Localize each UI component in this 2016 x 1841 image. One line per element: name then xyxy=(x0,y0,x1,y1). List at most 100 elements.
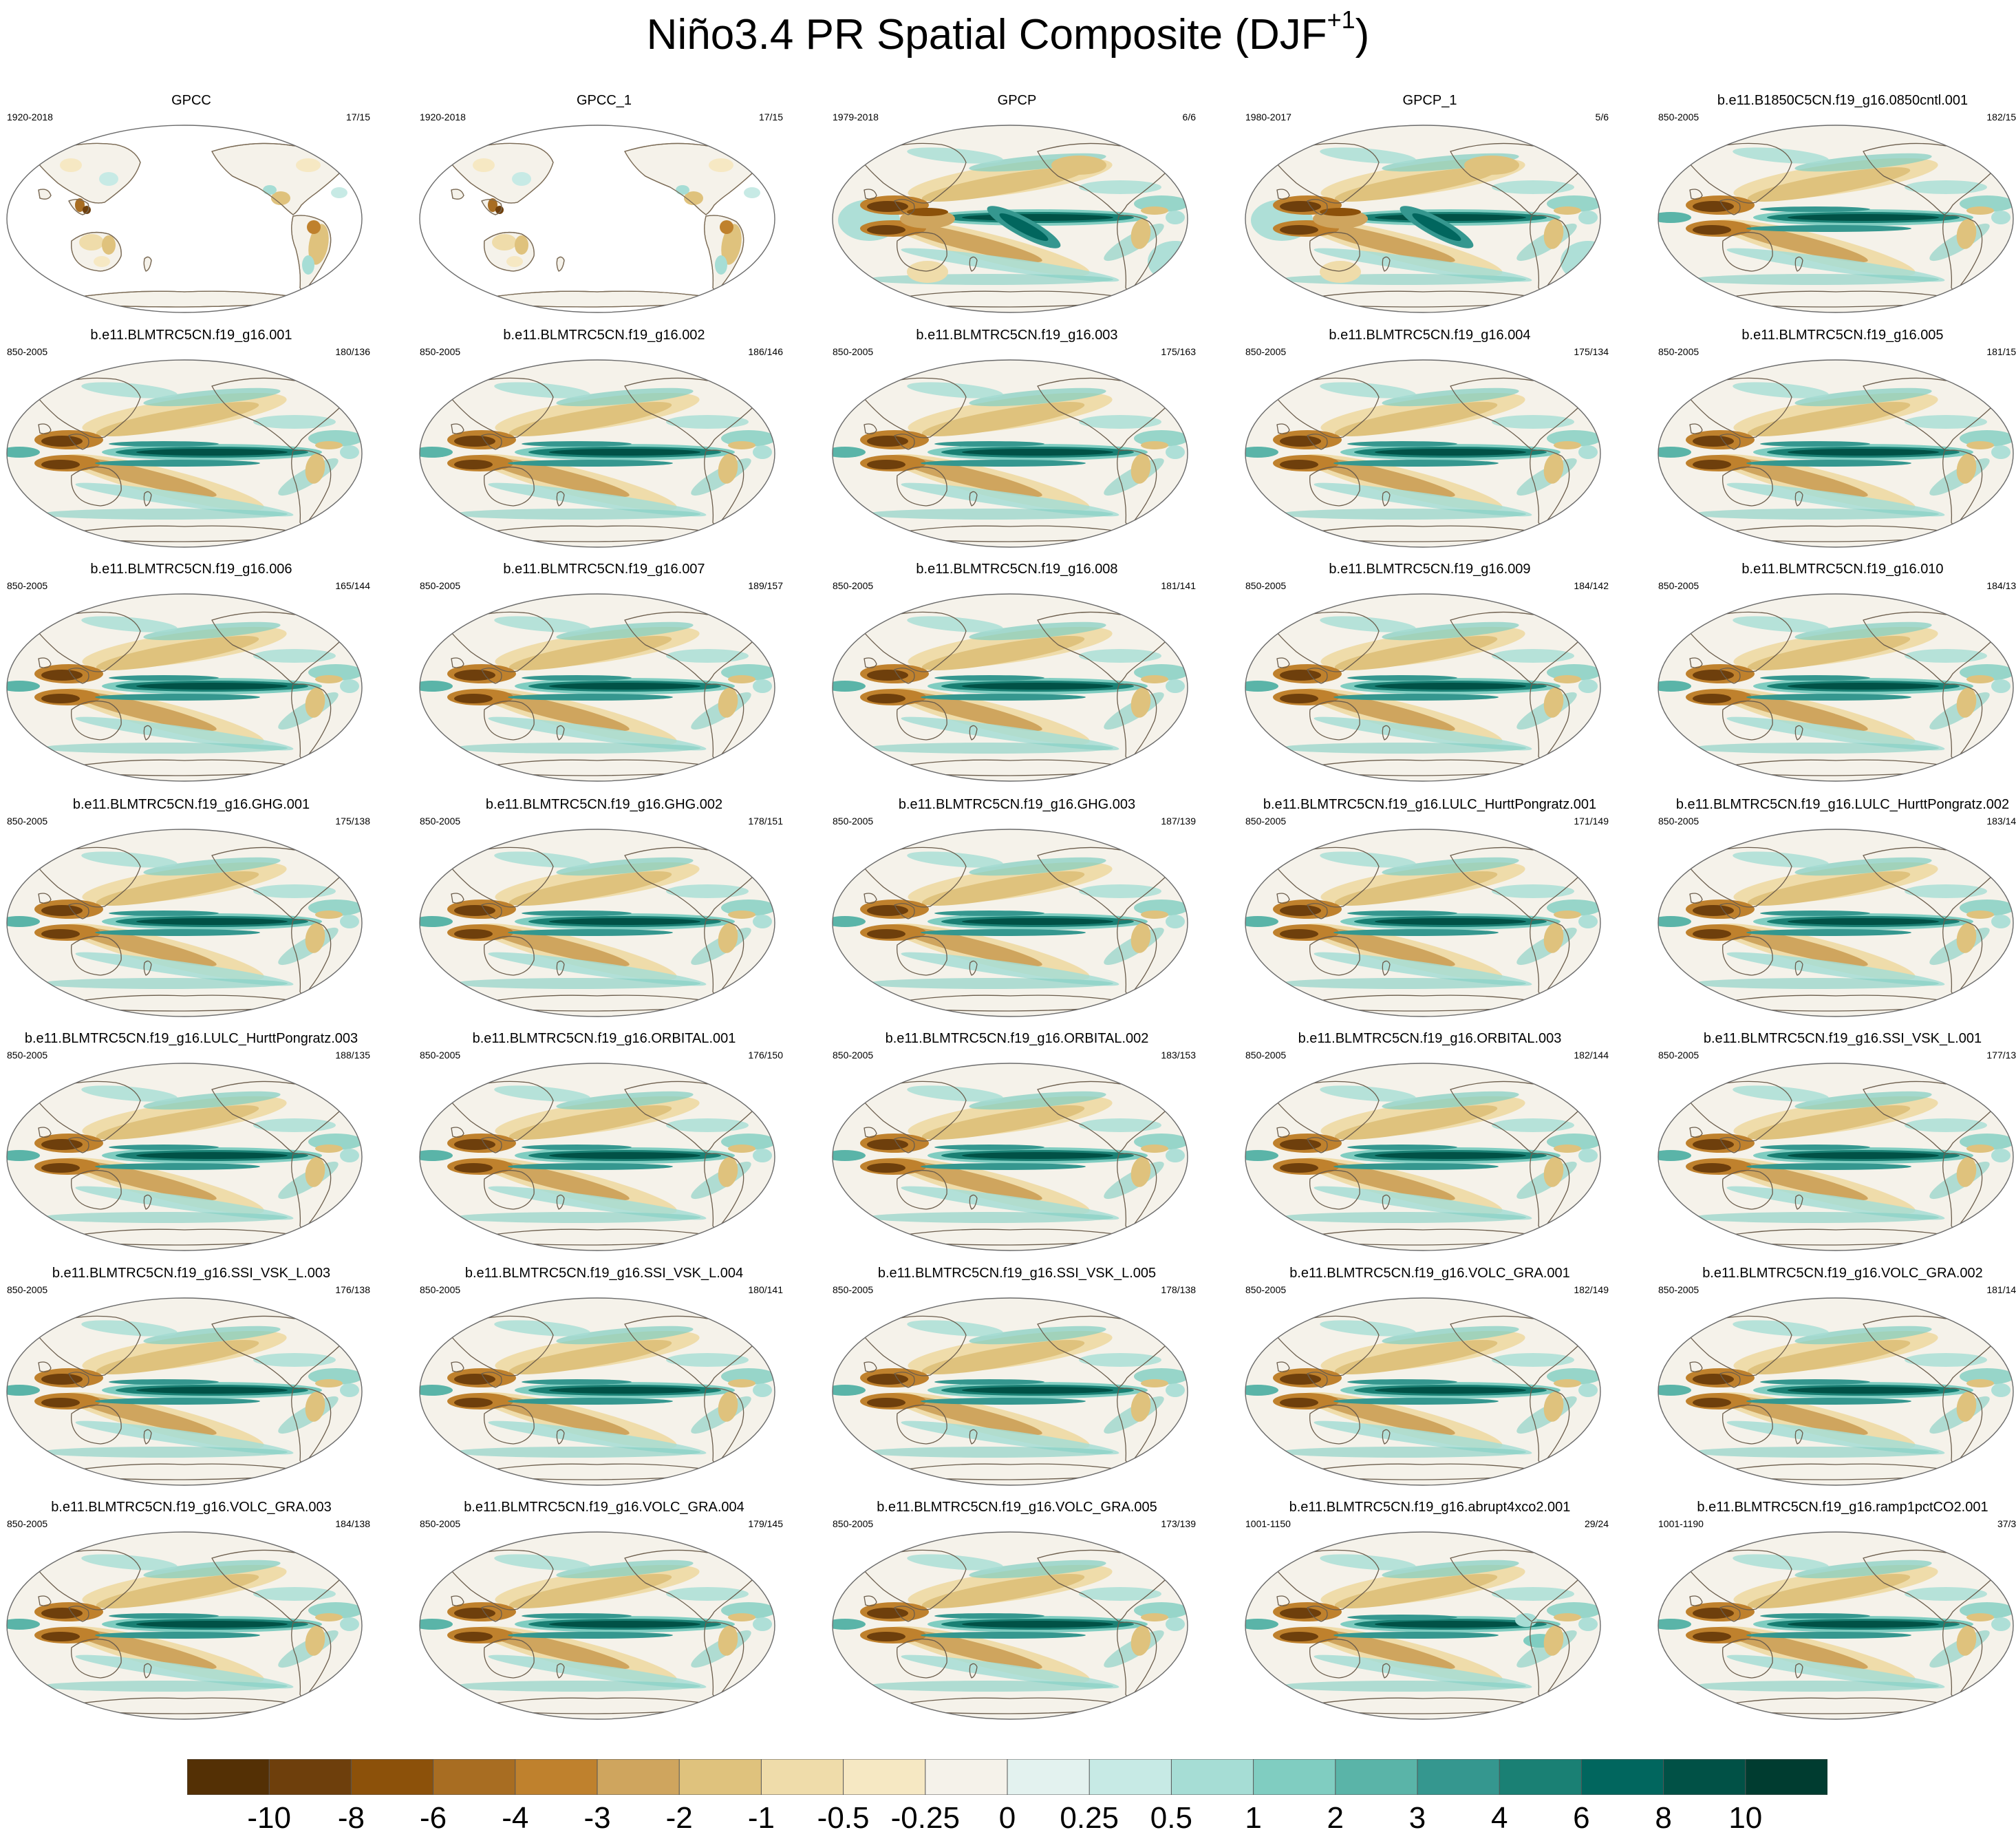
panel-title: b.e11.BLMTRC5CN.f19_g16.GHG.002 xyxy=(485,797,723,812)
panel-event-count: 183/153 xyxy=(1161,1050,1196,1061)
map-composite xyxy=(1658,829,2014,1017)
panel-event-count: 178/151 xyxy=(748,816,783,827)
colorbar-tick-label: 3 xyxy=(1408,1801,1426,1835)
panel-years: 850-2005 xyxy=(1658,1050,1699,1061)
panel-title: b.e11.BLMTRC5CN.f19_g16.VOLC_GRA.005 xyxy=(877,1500,1157,1515)
panel-event-count: 17/15 xyxy=(758,111,783,123)
panel-years: 1980-2017 xyxy=(1245,111,1291,123)
map-panel: b.e11.BLMTRC5CN.f19_g16.SSI_VSK_L.003 850… xyxy=(0,1265,383,1492)
panel-years: 850-2005 xyxy=(1658,1284,1699,1295)
panel-event-count: 175/163 xyxy=(1161,346,1196,357)
panel-title: b.e11.BLMTRC5CN.f19_g16.007 xyxy=(503,562,705,577)
panel-years: 850-2005 xyxy=(833,1050,874,1061)
map-composite xyxy=(832,1297,1188,1486)
colorbar-swatch xyxy=(843,1759,926,1795)
map-composite xyxy=(832,359,1188,548)
colorbar-tick-label: 4 xyxy=(1490,1801,1508,1835)
panel-event-count: 184/138 xyxy=(335,1518,370,1529)
map-composite xyxy=(419,359,775,548)
colorbar-tick-label: -4 xyxy=(502,1801,529,1835)
map-composite xyxy=(419,593,775,782)
panel-event-count: 178/138 xyxy=(1161,1284,1196,1295)
panel-years: 850-2005 xyxy=(1245,1050,1287,1061)
colorbar-swatch xyxy=(433,1759,516,1795)
map-panel: b.e11.BLMTRC5CN.f19_g16.LULC_HurttPongra… xyxy=(0,1030,383,1257)
figure-title-main: Niño3.4 PR Spatial Composite (DJF xyxy=(646,11,1327,58)
panel-title: b.e11.BLMTRC5CN.f19_g16.ORBITAL.003 xyxy=(1298,1031,1562,1046)
panel-title: b.e11.BLMTRC5CN.f19_g16.ramp1pctCO2.001 xyxy=(1697,1500,1988,1515)
panel-title: GPCC xyxy=(171,93,211,108)
map-panel: GPCC_1 1920-2018 17/15 xyxy=(413,92,795,319)
colorbar-tick-label: 0.5 xyxy=(1150,1801,1192,1835)
map-panel: b.e11.BLMTRC5CN.f19_g16.007 850-2005 189/1… xyxy=(413,561,795,788)
panel-event-count: 179/145 xyxy=(748,1518,783,1529)
panel-event-count: 6/6 xyxy=(1182,111,1196,123)
map-panel: b.e11.BLMTRC5CN.f19_g16.VOLC_GRA.002 850-… xyxy=(1651,1265,2016,1492)
panel-event-count: 29/24 xyxy=(1584,1518,1609,1529)
panel-years: 850-2005 xyxy=(1245,346,1287,357)
map-panel: b.e11.BLMTRC5CN.f19_g16.SSI_VSK_L.005 850… xyxy=(826,1265,1208,1492)
panel-title: b.e11.BLMTRC5CN.f19_g16.ORBITAL.002 xyxy=(885,1031,1149,1046)
panel-event-count: 5/6 xyxy=(1595,111,1609,123)
map-panel: b.e11.BLMTRC5CN.f19_g16.ORBITAL.003 850-2… xyxy=(1238,1030,1621,1257)
map-panel: b.e11.BLMTRC5CN.f19_g16.ORBITAL.001 850-2… xyxy=(413,1030,795,1257)
panel-years: 1001-1150 xyxy=(1245,1518,1291,1529)
panel-event-count: 177/137 xyxy=(1986,1050,2016,1061)
panel-years: 850-2005 xyxy=(7,1518,48,1529)
colorbar-swatch xyxy=(1089,1759,1172,1795)
colorbar-tick-label: 10 xyxy=(1728,1801,1763,1835)
colorbar-tick-label: 0 xyxy=(998,1801,1016,1835)
colorbar-swatch xyxy=(350,1759,434,1795)
panel-title: b.e11.BLMTRC5CN.f19_g16.003 xyxy=(916,328,1118,343)
colorbar-swatch xyxy=(1253,1759,1336,1795)
map-composite xyxy=(832,593,1188,782)
panel-event-count: 182/156 xyxy=(1986,111,2016,123)
colorbar xyxy=(187,1759,1827,1795)
colorbar-tick-label: 0.25 xyxy=(1060,1801,1119,1835)
panel-years: 850-2005 xyxy=(420,1518,461,1529)
panel-title: b.e11.BLMTRC5CN.f19_g16.002 xyxy=(503,328,705,343)
panel-years: 850-2005 xyxy=(1658,816,1699,827)
colorbar-swatch xyxy=(515,1759,598,1795)
panel-title: b.e11.BLMTRC5CN.f19_g16.SSI_VSK_L.001 xyxy=(1703,1031,1982,1046)
panel-title: b.e11.BLMTRC5CN.f19_g16.VOLC_GRA.002 xyxy=(1702,1266,1983,1281)
colorbar-swatch xyxy=(1499,1759,1583,1795)
map-panel: b.e11.BLMTRC5CN.f19_g16.008 850-2005 181/1… xyxy=(826,561,1208,788)
map-composite xyxy=(419,1297,775,1486)
map-panel: b.e11.BLMTRC5CN.f19_g16.VOLC_GRA.004 850-… xyxy=(413,1499,795,1726)
map-composite xyxy=(6,359,363,548)
panel-event-count: 165/144 xyxy=(335,580,370,591)
panel-title: b.e11.BLMTRC5CN.f19_g16.GHG.001 xyxy=(72,797,310,812)
figure-title-superscript: +1 xyxy=(1327,6,1355,34)
map-composite xyxy=(6,593,363,782)
colorbar-swatch xyxy=(597,1759,680,1795)
panel-years: 850-2005 xyxy=(1245,580,1287,591)
map-panel: b.e11.BLMTRC5CN.f19_g16.GHG.002 850-2005 1… xyxy=(413,796,795,1023)
panel-event-count: 188/135 xyxy=(335,1050,370,1061)
map-composite xyxy=(419,829,775,1017)
panel-years: 850-2005 xyxy=(833,580,874,591)
panel-event-count: 17/15 xyxy=(345,111,370,123)
map-panel: b.e11.BLMTRC5CN.f19_g16.ramp1pctCO2.001 1… xyxy=(1651,1499,2016,1726)
map-panel: b.e11.BLMTRC5CN.f19_g16.001 850-2005 180/1… xyxy=(0,327,383,554)
map-composite xyxy=(1658,1063,2014,1251)
map-composite xyxy=(832,1063,1188,1251)
map-panel: GPCP_1 1980-2017 5/6 xyxy=(1238,92,1621,319)
map-panel: b.e11.BLMTRC5CN.f19_g16.SSI_VSK_L.004 850… xyxy=(413,1265,795,1492)
colorbar-swatch xyxy=(1745,1759,1827,1795)
panel-title: b.e11.BLMTRC5CN.f19_g16.006 xyxy=(90,562,292,577)
map-composite xyxy=(6,829,363,1017)
map-panel: b.e11.BLMTRC5CN.f19_g16.VOLC_GRA.005 850-… xyxy=(826,1499,1208,1726)
panel-years: 850-2005 xyxy=(420,1284,461,1295)
colorbar-tick-label: -3 xyxy=(583,1801,611,1835)
panel-event-count: 181/152 xyxy=(1986,346,2016,357)
panel-event-count: 173/139 xyxy=(1161,1518,1196,1529)
panel-title: b.e11.B1850C5CN.f19_g16.0850cntl.001 xyxy=(1717,93,1969,108)
panel-title: b.e11.BLMTRC5CN.f19_g16.008 xyxy=(916,562,1118,577)
colorbar-swatch xyxy=(925,1759,1009,1795)
map-composite xyxy=(1245,125,1601,313)
map-composite xyxy=(6,1297,363,1486)
colorbar-tick-label: -1 xyxy=(747,1801,775,1835)
panel-years: 850-2005 xyxy=(420,816,461,827)
panel-years: 850-2005 xyxy=(1245,1284,1287,1295)
